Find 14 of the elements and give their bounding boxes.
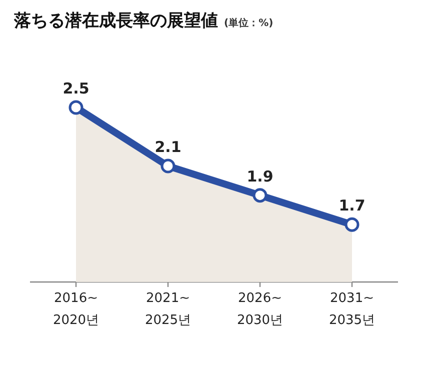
chart-subtitle: (単位：%) (224, 17, 274, 29)
x-tick-label: 2026~ 2030년 (236, 291, 284, 328)
point (252, 188, 268, 203)
data-label: 1.9 (246, 167, 274, 186)
chart-title: 落ちる潜在成長率の展望値 (13, 11, 218, 31)
data-label: 1.7 (338, 196, 366, 215)
x-tick-label: 2031~ 2035년 (328, 291, 376, 328)
point (68, 100, 84, 115)
point (344, 217, 360, 232)
x-tick-label: 2021~ 2025년 (144, 291, 192, 328)
data-label: 2.5 (62, 79, 90, 98)
point (160, 158, 176, 174)
data-label: 2.1 (154, 138, 182, 156)
x-tick-label: 2016~ 2020년 (52, 291, 100, 328)
